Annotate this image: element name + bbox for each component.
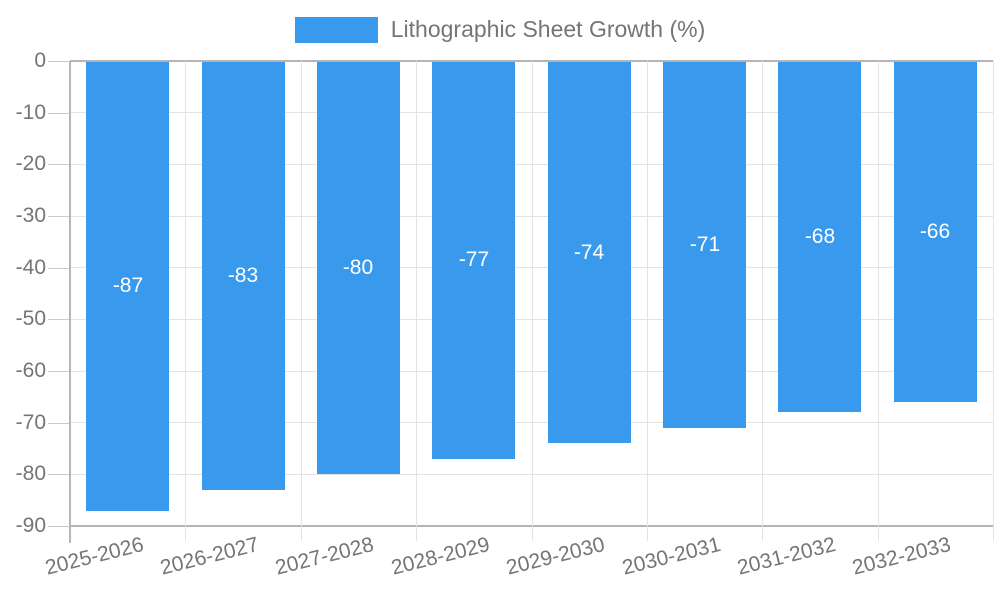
y-axis-label: -80 [15, 462, 46, 485]
bar-value-label: -66 [919, 220, 951, 243]
legend-swatch [294, 16, 378, 43]
gridline-v [993, 61, 994, 541]
gridline-v [532, 61, 533, 541]
gridline-v [301, 61, 302, 541]
y-axis-label: -60 [15, 359, 46, 382]
y-axis-label: -50 [15, 307, 46, 330]
y-tick [48, 474, 70, 475]
gridline-h [70, 112, 993, 113]
bar-2025-2026 [86, 62, 169, 511]
bar-2032-2033 [894, 62, 977, 402]
y-tick [48, 423, 70, 424]
y-tick [48, 164, 70, 165]
gridline-h [70, 371, 993, 372]
y-tick [48, 526, 70, 527]
bar-value-label: -77 [458, 248, 490, 271]
chart-legend[interactable]: Lithographic Sheet Growth (%) [0, 16, 1000, 43]
gridline-h [70, 422, 993, 423]
gridline-h [70, 60, 993, 62]
x-axis-label: 2027-2028 [272, 533, 376, 580]
gridline-h [70, 319, 993, 320]
y-axis-line [69, 61, 71, 543]
x-axis-label: 2025-2026 [42, 533, 146, 580]
legend-label: Lithographic Sheet Growth (%) [390, 16, 706, 42]
bar-value-label: -74 [573, 241, 605, 264]
y-tick [48, 61, 70, 62]
gridline-v [185, 61, 186, 541]
gridline-v [762, 61, 763, 541]
gridline-h [70, 216, 993, 217]
gridline-h [70, 474, 993, 475]
bar-value-label: -83 [227, 264, 259, 287]
bar-value-label: -87 [112, 274, 144, 297]
y-axis-label: 0 [34, 49, 46, 72]
bar-2031-2032 [778, 62, 861, 412]
y-tick [48, 113, 70, 114]
bar-value-label: -68 [804, 225, 836, 248]
x-axis-label: 2028-2029 [388, 533, 492, 580]
y-axis-label: -20 [15, 152, 46, 175]
x-axis-label: 2030-2031 [619, 533, 723, 580]
y-axis-label: -90 [15, 514, 46, 537]
gridline-h [70, 164, 993, 165]
gridline-h [70, 267, 993, 268]
bar-2027-2028 [317, 62, 400, 474]
y-axis-label: -40 [15, 256, 46, 279]
bar-2029-2030 [548, 62, 631, 443]
gridline-v [878, 61, 879, 541]
bar-2026-2027 [202, 62, 285, 490]
x-axis-label: 2029-2030 [503, 533, 607, 580]
y-axis-label: -10 [15, 101, 46, 124]
y-axis-label: -30 [15, 204, 46, 227]
bar-2028-2029 [432, 62, 515, 459]
bar-value-label: -80 [342, 256, 374, 279]
x-axis-label: 2026-2027 [157, 533, 261, 580]
gridline-v [416, 61, 417, 541]
y-tick [48, 216, 70, 217]
bar-value-label: -71 [689, 233, 721, 256]
gridline-h [70, 525, 993, 527]
bar-2030-2031 [663, 62, 746, 428]
y-tick [48, 268, 70, 269]
x-axis-label: 2032-2033 [849, 533, 953, 580]
y-tick [48, 371, 70, 372]
x-axis-label: 2031-2032 [734, 533, 838, 580]
gridline-v [647, 61, 648, 541]
y-tick [48, 319, 70, 320]
y-axis-label: -70 [15, 411, 46, 434]
